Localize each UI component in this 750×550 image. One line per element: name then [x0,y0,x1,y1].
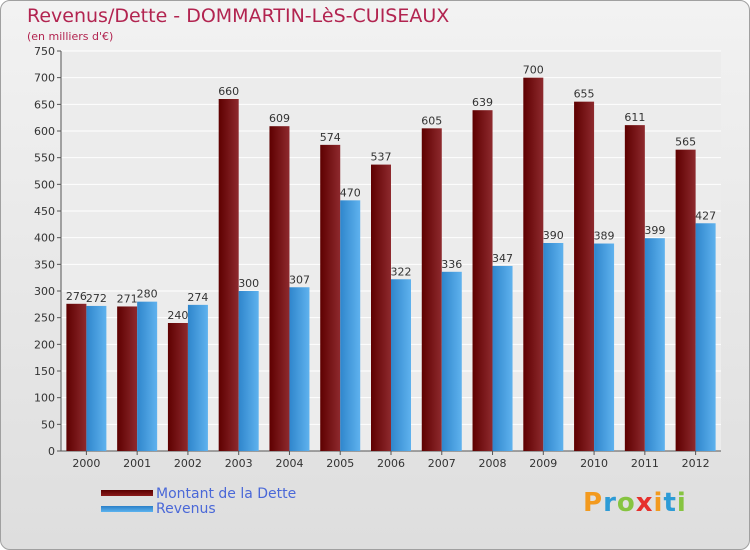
data-label-debt: 574 [320,131,341,144]
bar-debt [523,77,544,452]
y-tick-label: 200 [34,338,55,351]
x-tick-label: 2003 [225,457,253,470]
bar-revenue [137,301,158,451]
data-label-debt: 660 [218,85,239,98]
x-tick-label: 2005 [326,457,354,470]
bar-debt [371,164,391,451]
y-tick-label: 400 [34,232,55,245]
data-label-revenue: 272 [86,292,107,305]
logo-letter: r [603,488,617,518]
bar-revenue [695,223,716,451]
logo-letter: x [635,488,654,518]
logo-letter: o [616,488,636,518]
y-tick-label: 700 [34,72,55,85]
bar-revenue [86,305,107,451]
x-tick-label: 2007 [428,457,456,470]
x-tick-label: 2012 [682,457,710,470]
y-tick-label: 750 [34,45,55,58]
data-label-revenue: 390 [543,229,564,242]
legend-label-debt: Montant de la Dette [156,486,297,502]
data-label-debt: 700 [523,64,544,77]
data-label-debt: 537 [371,151,392,164]
x-tick-label: 2011 [631,457,659,470]
bar-debt [167,323,188,451]
y-tick-label: 450 [34,205,55,218]
y-tick-label: 50 [41,418,55,431]
bar-debt [66,303,87,451]
y-tick-label: 350 [34,258,55,271]
bar-revenue [543,243,564,451]
y-tick-label: 650 [34,98,55,111]
data-label-revenue: 300 [238,277,259,290]
bar-debt [117,306,138,451]
legend-label-revenue: Revenus [156,501,216,517]
bar-revenue [391,279,411,451]
y-tick-label: 300 [34,285,55,298]
logo-letter: i [653,488,664,518]
chart-title: Revenus/Dette - DOMMARTIN-LèS-CUISEAUX [27,5,450,27]
data-label-revenue: 427 [695,209,716,222]
bar-debt [675,149,696,451]
data-label-revenue: 322 [391,265,412,278]
data-label-debt: 565 [675,136,696,149]
x-tick-label: 2001 [123,457,151,470]
bar-revenue [187,304,208,451]
data-label-revenue: 307 [289,273,310,286]
x-tick-label: 2010 [580,457,608,470]
y-tick-label: 150 [34,365,55,378]
y-tick-label: 500 [34,178,55,191]
chart-subtitle: (en milliers d'€) [27,30,114,43]
data-label-revenue: 470 [340,186,361,199]
data-label-debt: 276 [66,290,87,303]
bar-debt [320,144,341,451]
bar-revenue [441,271,462,451]
bar-revenue [238,291,259,451]
bar-revenue [644,238,665,451]
data-label-debt: 271 [117,292,138,305]
bar-debt [624,125,645,451]
y-tick-label: 550 [34,152,55,165]
data-label-revenue: 399 [644,224,665,237]
logo-letter: i [676,488,687,518]
x-tick-label: 2002 [174,457,202,470]
bar-debt [421,128,442,451]
data-label-revenue: 280 [137,288,158,301]
data-label-debt: 639 [472,96,493,109]
bar-revenue [340,200,361,451]
data-label-debt: 605 [421,114,442,127]
bar-debt [574,101,595,452]
legend-swatch-revenue [101,506,153,512]
data-label-revenue: 274 [187,291,208,304]
data-label-debt: 240 [167,309,188,322]
x-tick-label: 2000 [72,457,100,470]
x-tick-label: 2004 [275,457,303,470]
bar-debt [218,99,239,451]
data-label-revenue: 336 [441,258,462,271]
x-tick-label: 2006 [377,457,405,470]
data-label-debt: 609 [269,112,290,125]
y-tick-label: 100 [34,392,55,405]
bar-debt [269,126,290,451]
data-label-revenue: 347 [492,252,513,265]
data-label-debt: 611 [624,111,645,124]
bar-revenue [492,265,513,451]
y-tick-label: 0 [48,445,55,458]
x-tick-label: 2008 [479,457,507,470]
logo-letter: P [583,488,604,518]
bar-revenue [289,287,310,451]
x-tick-label: 2009 [529,457,557,470]
proxiti-logo: Proxiti [583,488,687,518]
y-tick-label: 250 [34,312,55,325]
data-label-debt: 655 [574,88,595,101]
y-tick-label: 600 [34,125,55,138]
logo-letter: t [663,488,677,518]
bar-revenue [594,243,615,451]
bar-debt [472,110,493,451]
legend-swatch-debt [101,490,153,496]
data-label-revenue: 389 [594,230,615,243]
